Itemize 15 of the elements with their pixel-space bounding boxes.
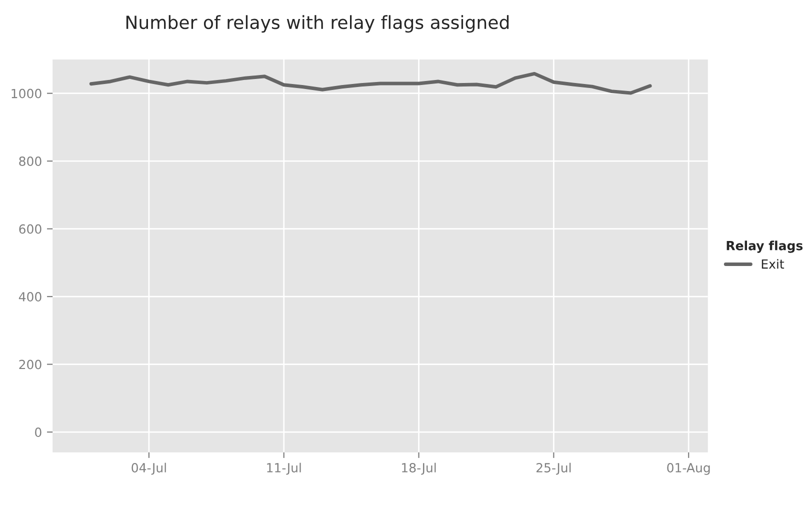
y-tick-label: 600 bbox=[19, 224, 42, 234]
y-tick-label: 1000 bbox=[12, 88, 42, 98]
y-tick-label: 400 bbox=[18, 292, 42, 302]
line-series bbox=[89, 72, 652, 95]
chart-title: Number of relays with relay flags assigned bbox=[126, 15, 509, 33]
y-tick-label: 800 bbox=[19, 156, 42, 166]
legend-label: Exit bbox=[762, 259, 784, 269]
x-tick-label: 25-Jul bbox=[536, 462, 571, 475]
x-tick-label: 11-Jul bbox=[267, 462, 301, 475]
legend-title: Relay flags bbox=[726, 240, 803, 253]
y-tick-label: 200 bbox=[19, 360, 42, 370]
x-tick-label: 18-Jul bbox=[402, 462, 436, 475]
y-tick-label: 0 bbox=[35, 428, 42, 437]
x-tick-label: 04-Jul bbox=[132, 462, 166, 475]
x-tick-label: 01-Aug bbox=[667, 463, 710, 475]
